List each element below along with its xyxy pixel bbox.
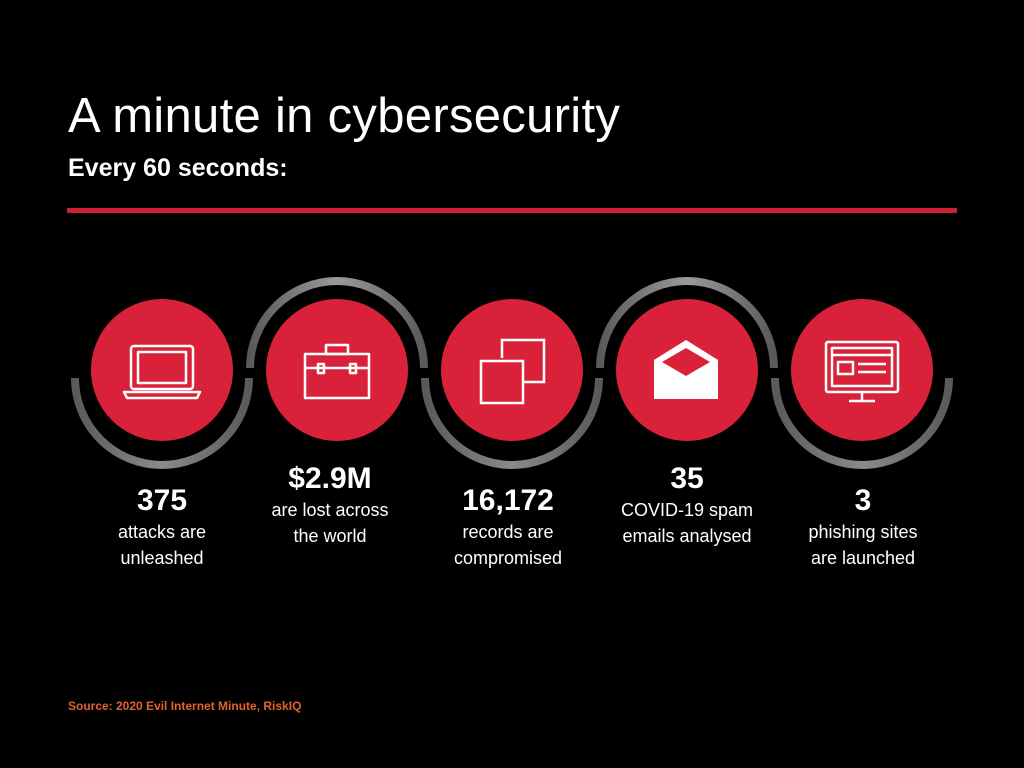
stat-value: 3 <box>854 484 872 517</box>
page-subtitle: Every 60 seconds: <box>68 154 288 182</box>
monitor-icon <box>824 340 900 403</box>
stat-spam-emails: 35 COVID-19 spam emails analysed <box>597 462 777 549</box>
arc-top-2 <box>246 277 428 369</box>
stat-description-line1: records are <box>462 522 554 542</box>
stat-description-line2: the world <box>293 526 367 546</box>
circle-3 <box>441 299 583 441</box>
circle-5 <box>791 299 933 441</box>
arc-bottom-5 <box>771 377 953 469</box>
stat-value: 375 <box>136 484 188 517</box>
stat-attacks: 375 attacks are unleashed <box>72 484 252 571</box>
stat-value: 35 <box>670 462 704 495</box>
stat-phishing-sites: 3 phishing sites are launched <box>773 484 953 571</box>
stat-description-line2: compromised <box>453 548 563 568</box>
page-title: A minute in cybersecurity <box>68 89 621 143</box>
circle-1 <box>91 299 233 441</box>
laptop-icon <box>122 344 202 400</box>
envelope-icon <box>653 340 719 399</box>
stat-records: 16,172 records are compromised <box>418 484 598 571</box>
stat-losses: $2.9M are lost across the world <box>240 462 420 549</box>
arc-bottom-1 <box>71 377 253 469</box>
copy-icon <box>479 338 546 405</box>
stat-description-line2: unleashed <box>120 548 204 568</box>
stat-description-line1: COVID-19 spam <box>620 500 754 520</box>
arc-bottom-3 <box>421 377 603 469</box>
stat-value: 16,172 <box>462 484 554 517</box>
stat-description-line1: are lost across <box>271 500 389 520</box>
stat-value: $2.9M <box>288 462 372 495</box>
circle-2 <box>266 299 408 441</box>
stat-description-line1: attacks are <box>117 522 207 542</box>
divider-rule <box>67 208 957 213</box>
briefcase-icon <box>303 343 371 400</box>
stat-description-line2: are launched <box>810 548 916 568</box>
stat-description-line2: emails analysed <box>622 526 752 546</box>
source-note: Source: 2020 Evil Internet Minute, RiskI… <box>68 699 302 713</box>
arc-top-4 <box>596 277 778 369</box>
stat-description-line1: phishing sites <box>808 522 918 542</box>
